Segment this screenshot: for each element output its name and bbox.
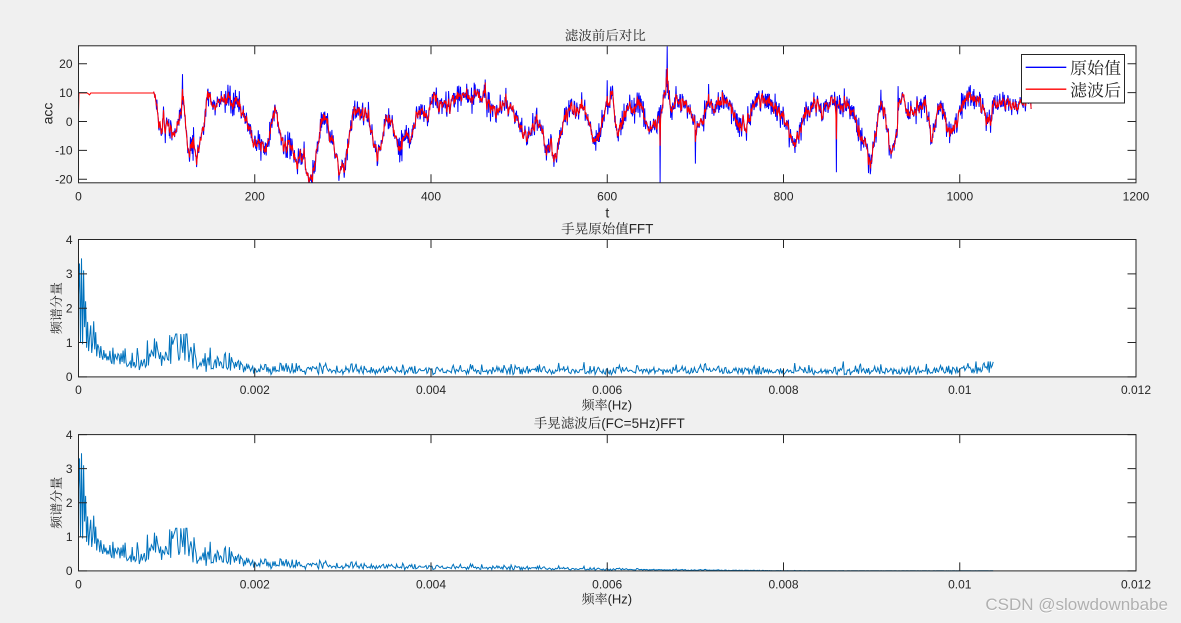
svg-text:0.004: 0.004 — [416, 577, 446, 591]
svg-text:0.012: 0.012 — [1121, 577, 1151, 591]
svg-text:0.012: 0.012 — [1121, 383, 1151, 397]
svg-text:4: 4 — [66, 428, 73, 442]
svg-text:(FC=5Hz)FFT: (FC=5Hz)FFT — [601, 416, 685, 431]
svg-text:0.004: 0.004 — [416, 383, 446, 397]
svg-text:200: 200 — [245, 190, 265, 204]
svg-text:0.006: 0.006 — [592, 577, 622, 591]
svg-text:0.008: 0.008 — [768, 383, 798, 397]
svg-text:0: 0 — [66, 564, 73, 578]
svg-text:0.01: 0.01 — [948, 577, 972, 591]
svg-text:1200: 1200 — [1123, 190, 1150, 204]
svg-text:(Hz): (Hz) — [608, 592, 633, 607]
svg-text:0.002: 0.002 — [240, 383, 270, 397]
svg-text:0.002: 0.002 — [240, 577, 270, 591]
svg-text:600: 600 — [597, 190, 617, 204]
svg-text:0: 0 — [75, 190, 82, 204]
svg-text:0.01: 0.01 — [948, 383, 972, 397]
svg-text:3: 3 — [66, 267, 73, 281]
svg-text:CSDN @slowdownbabe: CSDN @slowdownbabe — [985, 596, 1168, 615]
svg-text:-10: -10 — [55, 144, 73, 158]
svg-text:800: 800 — [773, 190, 793, 204]
svg-text:0.008: 0.008 — [768, 577, 798, 591]
svg-text:1: 1 — [66, 336, 73, 350]
svg-text:1: 1 — [66, 530, 73, 544]
svg-text:4: 4 — [66, 233, 73, 247]
svg-text:(Hz): (Hz) — [608, 398, 633, 413]
svg-text:CSDN @slowdownbabe: CSDN @slowdownbabe — [985, 595, 1168, 614]
svg-text:400: 400 — [421, 190, 441, 204]
svg-text:0: 0 — [75, 383, 82, 397]
svg-text:0: 0 — [75, 577, 82, 591]
svg-text:0: 0 — [66, 115, 73, 129]
svg-text:20: 20 — [59, 57, 73, 71]
svg-text:1000: 1000 — [946, 190, 973, 204]
svg-text:0: 0 — [66, 370, 73, 384]
svg-text:3: 3 — [66, 462, 73, 476]
svg-text:2: 2 — [66, 302, 73, 316]
svg-text:FFT: FFT — [629, 222, 654, 237]
svg-text:2: 2 — [66, 496, 73, 510]
svg-text:acc: acc — [40, 103, 56, 125]
svg-text:0.006: 0.006 — [592, 383, 622, 397]
svg-text:t: t — [605, 205, 609, 221]
svg-text:-20: -20 — [55, 173, 73, 187]
svg-text:10: 10 — [59, 86, 73, 100]
